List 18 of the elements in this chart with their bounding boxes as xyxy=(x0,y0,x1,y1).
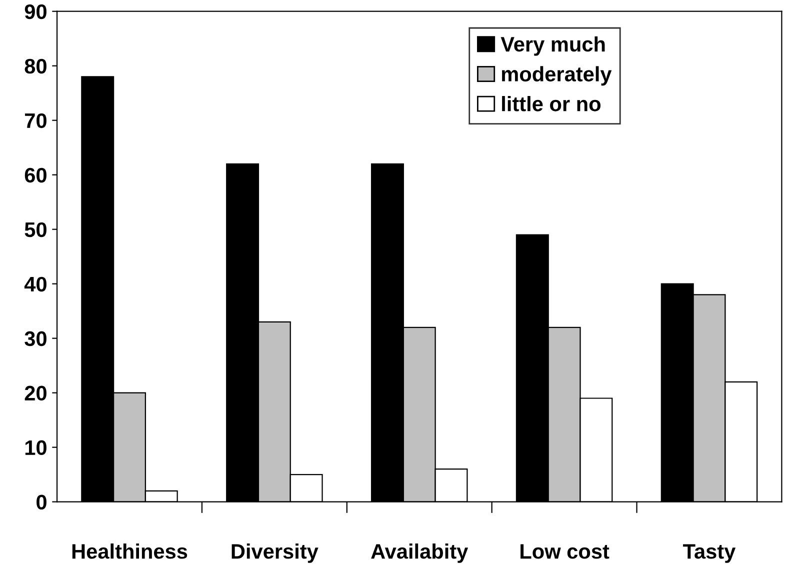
y-tick-label: 70 xyxy=(25,113,46,128)
y-tick-label: 10 xyxy=(25,440,46,456)
y-tick-label: 20 xyxy=(24,386,46,401)
x-tick-label: Low cost xyxy=(520,544,610,559)
y-tick-label: 50 xyxy=(24,222,46,238)
legend-label: little or no xyxy=(502,96,600,112)
legend-label: moderately xyxy=(502,66,612,86)
x-tick-label: Tasty xyxy=(683,544,736,563)
y-tick-label: 90 xyxy=(24,4,46,20)
y-tick-label: 80 xyxy=(24,58,46,74)
y-tick-label: 0 xyxy=(36,494,46,510)
y-tick-label: 40 xyxy=(24,276,46,292)
y-tick-label: 30 xyxy=(24,331,46,346)
x-tick-label: Diversity xyxy=(232,543,318,563)
x-tick-label: Availabity xyxy=(371,543,468,563)
legend-label: Very much xyxy=(500,36,605,56)
y-tick-label: 60 xyxy=(24,168,46,183)
x-tick-label: Healthiness xyxy=(72,543,188,559)
